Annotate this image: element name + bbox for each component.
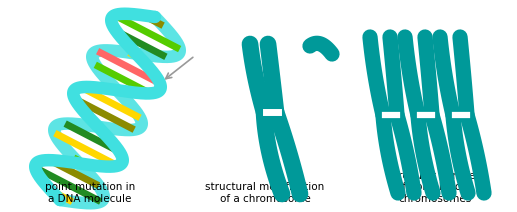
Text: structural modification
of a chromosome: structural modification of a chromosome (205, 182, 325, 204)
Text: irregular number
of homologous
chromosomes: irregular number of homologous chromosom… (391, 171, 479, 204)
Text: point mutation in
a DNA molecule: point mutation in a DNA molecule (45, 182, 135, 204)
